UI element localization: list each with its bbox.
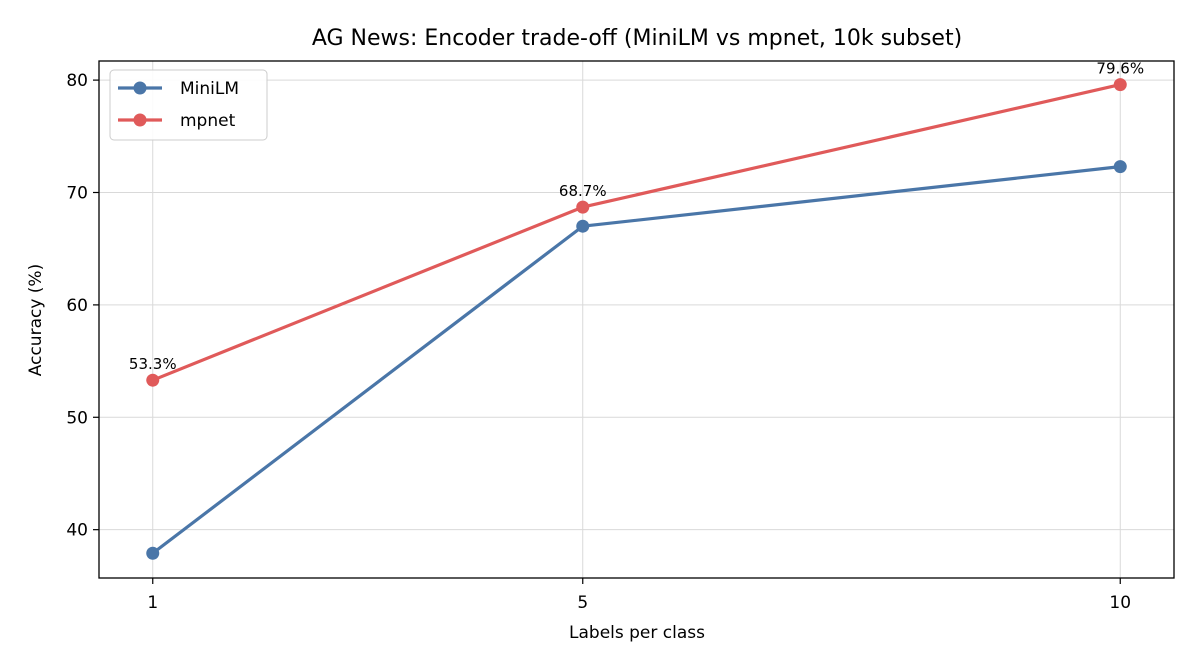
chart-title: AG News: Encoder trade-off (MiniLM vs mp… <box>312 26 962 51</box>
x-tick-label: 5 <box>577 593 588 613</box>
series-mpnet <box>146 78 1127 387</box>
series-line <box>152 83 1121 382</box>
y-axis-ticks: 40 50 60 70 80 <box>66 71 99 541</box>
y-tick-label: 80 <box>66 71 88 91</box>
x-tick-label: 1 <box>147 593 158 613</box>
data-point <box>1113 78 1127 92</box>
data-label: 79.6% <box>1096 60 1144 78</box>
legend-item-mpnet: mpnet <box>118 111 236 131</box>
x-axis-label: Labels per class <box>569 623 705 643</box>
legend-marker <box>133 113 147 127</box>
data-point <box>576 219 590 233</box>
data-point <box>146 546 160 560</box>
series-line <box>151 165 1121 555</box>
x-tick-label: 10 <box>1109 593 1131 613</box>
annotations: 53.3% 68.7% 79.6% <box>129 60 1144 374</box>
legend-label: mpnet <box>180 111 236 131</box>
grid <box>99 61 1174 578</box>
series-layer <box>146 78 1127 560</box>
data-label: 68.7% <box>559 182 607 200</box>
y-axis-label: Accuracy (%) <box>26 264 46 376</box>
legend-item-minilm: MiniLM <box>118 79 239 99</box>
plot-frame <box>98 60 1175 579</box>
y-tick-label: 60 <box>66 296 88 316</box>
data-point <box>1113 160 1127 174</box>
x-axis-ticks: 1 5 10 <box>147 578 1131 613</box>
data-label: 53.3% <box>129 355 177 373</box>
y-tick-label: 50 <box>66 408 88 428</box>
y-tick-label: 70 <box>66 183 88 203</box>
y-tick-label: 40 <box>66 521 88 541</box>
data-point <box>576 200 590 214</box>
data-point <box>146 373 160 387</box>
legend-label: MiniLM <box>180 79 239 99</box>
legend: MiniLM mpnet <box>109 69 268 141</box>
legend-marker <box>133 81 147 95</box>
series-minilm <box>146 160 1127 560</box>
